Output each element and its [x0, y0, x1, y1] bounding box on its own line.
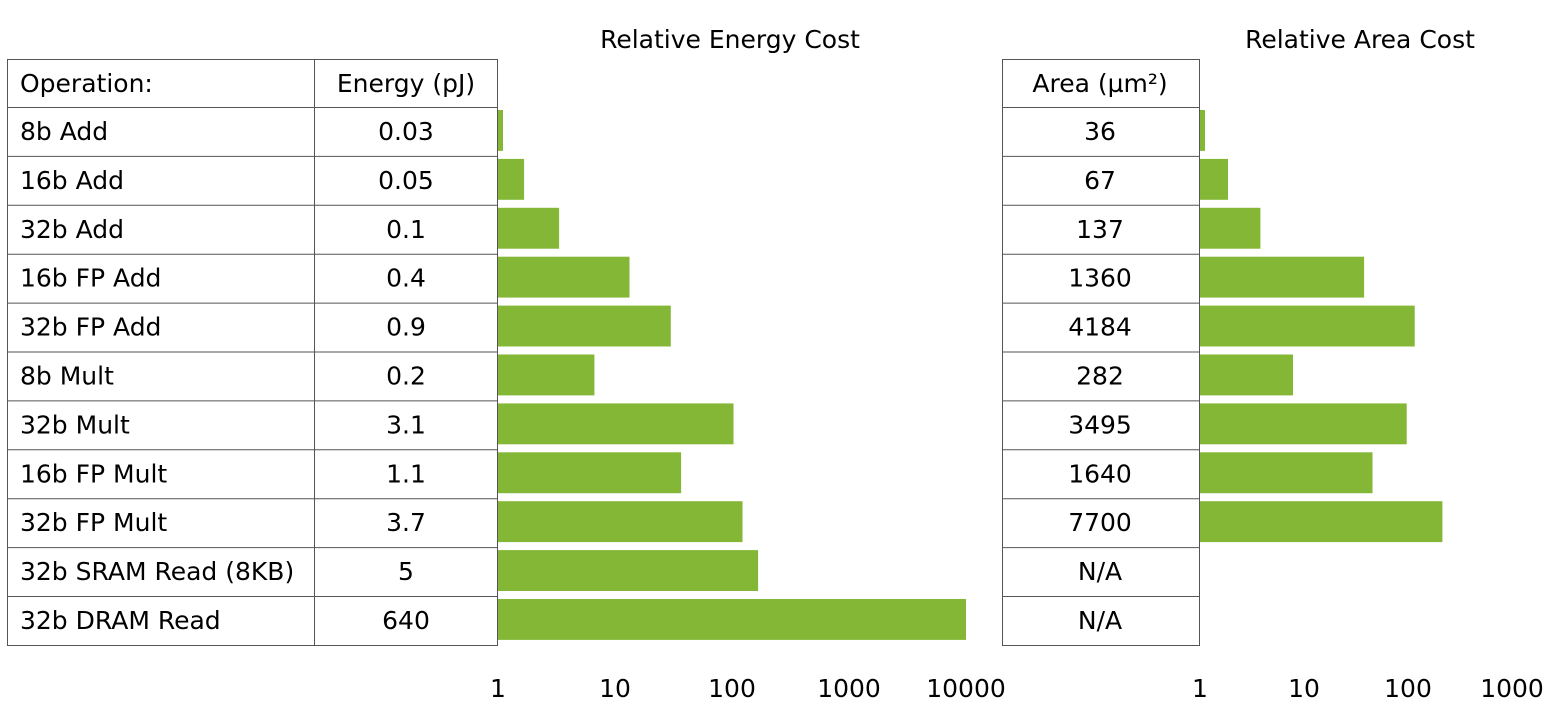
operation-cell: 8b Add — [20, 117, 108, 146]
energy-cell: 0.05 — [378, 166, 434, 195]
bar — [498, 452, 682, 494]
energy-chart-title: Relative Energy Cost — [600, 25, 860, 54]
area-axis-ticks: 1 10 100 1000 — [1192, 674, 1544, 703]
bar — [498, 599, 966, 640]
bar — [1200, 403, 1407, 445]
energy-table-grid — [7, 59, 498, 646]
bar — [1200, 501, 1443, 543]
energy-column-header: Energy (pJ) — [337, 69, 475, 98]
area-cell: 282 — [1076, 362, 1124, 391]
tick-label: 10 — [599, 674, 631, 703]
operation-cell: 32b Add — [20, 215, 124, 244]
energy-axis-ticks: 1 10 100 1000 10000 — [490, 674, 1006, 703]
bar — [1200, 452, 1373, 494]
tick-label: 1000 — [817, 674, 881, 703]
operation-cell: 16b FP Add — [20, 264, 161, 293]
energy-cell: 3.7 — [386, 508, 426, 537]
operation-cell: 16b Add — [20, 166, 124, 195]
energy-cell: 5 — [398, 557, 414, 586]
area-cell: 4184 — [1068, 313, 1132, 342]
energy-cell: 3.1 — [386, 410, 426, 439]
area-cell: 1360 — [1068, 264, 1132, 293]
bar — [1200, 110, 1205, 151]
tick-label: 1000 — [1480, 674, 1544, 703]
area-cell: 36 — [1084, 117, 1116, 146]
energy-bars — [498, 110, 966, 640]
energy-cell: 0.1 — [386, 215, 426, 244]
bar — [498, 110, 503, 151]
operation-cell: 32b SRAM Read (8KB) — [20, 557, 294, 586]
operation-column-header: Operation: — [20, 69, 153, 98]
energy-cell: 0.4 — [386, 264, 426, 293]
energy-cell: 0.2 — [386, 362, 426, 391]
operation-cell: 32b DRAM Read — [20, 606, 221, 635]
operation-cell: 32b FP Add — [20, 313, 161, 342]
tick-label: 10 — [1288, 674, 1320, 703]
bar — [1200, 158, 1228, 200]
area-cell: 7700 — [1068, 508, 1132, 537]
operation-cell: 32b Mult — [20, 410, 130, 439]
area-cell: 3495 — [1068, 410, 1132, 439]
area-table-grid — [1002, 59, 1200, 646]
bar — [498, 354, 595, 396]
bar — [498, 403, 734, 445]
energy-cell: 1.1 — [386, 459, 426, 488]
area-cell: N/A — [1078, 557, 1122, 586]
bar — [1200, 256, 1365, 298]
bar — [498, 207, 560, 249]
bar — [498, 158, 525, 200]
area-cell: N/A — [1078, 606, 1122, 635]
tick-label: 1 — [490, 674, 506, 703]
energy-cell: 0.03 — [378, 117, 434, 146]
operation-cell: 8b Mult — [20, 362, 114, 391]
operation-cell: 32b FP Mult — [20, 508, 167, 537]
tick-label: 100 — [708, 674, 756, 703]
bar — [1200, 354, 1293, 396]
operation-cell: 16b FP Mult — [20, 459, 167, 488]
area-column-header: Area (µm²) — [1032, 69, 1167, 98]
area-cell: 67 — [1084, 166, 1116, 195]
energy-cell: 0.9 — [386, 313, 426, 342]
bar — [498, 305, 671, 347]
tick-label: 100 — [1384, 674, 1432, 703]
bar — [1200, 305, 1415, 347]
tick-label: 1 — [1192, 674, 1208, 703]
bar — [498, 256, 630, 298]
area-bars — [1200, 110, 1443, 543]
tick-label: 10000 — [926, 674, 1006, 703]
bar — [498, 501, 743, 543]
energy-cell: 640 — [382, 606, 430, 635]
area-cell: 1640 — [1068, 459, 1132, 488]
bar — [498, 550, 759, 591]
area-chart-title: Relative Area Cost — [1245, 25, 1475, 54]
area-cell: 137 — [1076, 215, 1124, 244]
bar — [1200, 207, 1261, 249]
